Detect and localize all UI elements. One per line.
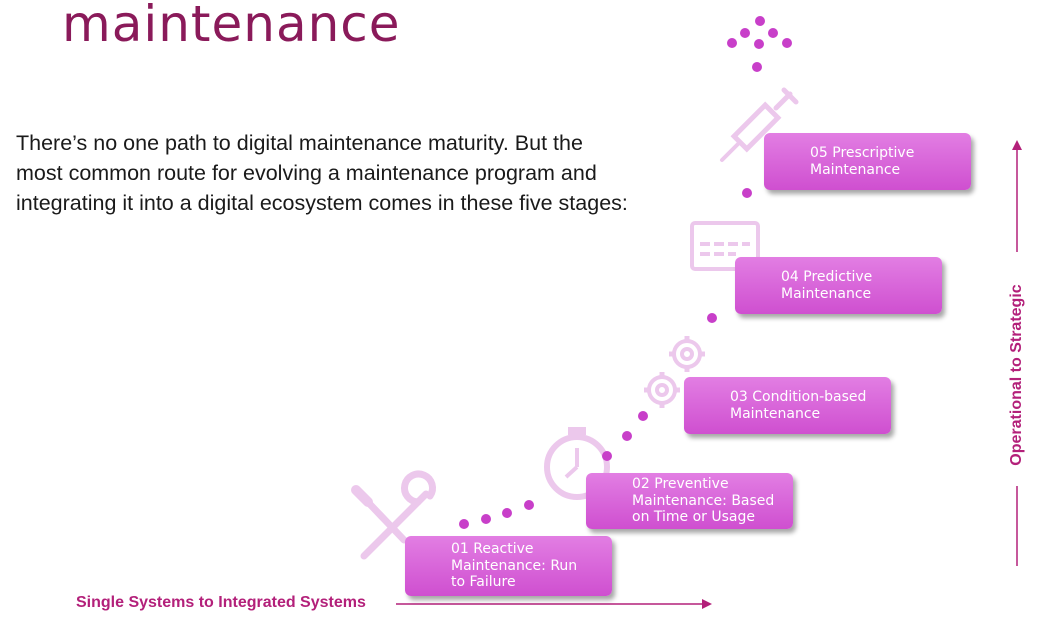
path-dot <box>755 16 765 26</box>
y-axis-label: Operational to Strategic <box>1008 284 1025 466</box>
page-title: maintenance <box>62 0 401 53</box>
stage-label: 04 Predictive Maintenance <box>781 269 873 302</box>
path-dot <box>742 188 752 198</box>
intro-line: integrating it into a digital ecosystem … <box>16 191 628 215</box>
path-dot <box>524 500 534 510</box>
path-dot <box>622 431 632 441</box>
gears-icon <box>644 336 705 408</box>
path-dot <box>481 514 491 524</box>
syringe-icon <box>720 87 799 162</box>
intro-line: most common route for evolving a mainten… <box>16 161 597 185</box>
y-axis-arrow <box>1012 140 1022 566</box>
stopwatch-icon <box>544 427 610 500</box>
path-dot <box>502 508 512 518</box>
wrench-screwdriver-icon <box>351 470 436 560</box>
x-axis-arrow <box>396 599 712 609</box>
path-dot <box>602 451 612 461</box>
stage-04-predictive: 04 Predictive Maintenance <box>735 257 942 314</box>
path-dot <box>740 28 750 38</box>
path-dot <box>768 28 778 38</box>
path-dot <box>754 39 764 49</box>
path-dot <box>707 313 717 323</box>
stage-05-prescriptive: 05 Prescriptive Maintenance <box>764 133 971 190</box>
path-dot <box>752 62 762 72</box>
path-dot <box>727 38 737 48</box>
stage-03-condition-based: 03 Condition-based Maintenance <box>684 377 891 434</box>
stage-01-reactive: 01 Reactive Maintenance: Run to Failure <box>405 536 612 596</box>
stage-02-preventive: 02 Preventive Maintenance: Based on Time… <box>586 473 793 529</box>
intro-paragraph: There’s no one path to digital maintenan… <box>16 128 696 218</box>
stage-label: 02 Preventive Maintenance: Based on Time… <box>632 476 775 526</box>
path-dot <box>782 38 792 48</box>
path-dot <box>638 411 648 421</box>
stage-label: 01 Reactive Maintenance: Run to Failure <box>451 541 578 591</box>
intro-line: There’s no one path to digital maintenan… <box>16 131 583 155</box>
path-dot <box>459 519 469 529</box>
x-axis-label: Single Systems to Integrated Systems <box>76 594 366 611</box>
stage-label: 03 Condition-based Maintenance <box>730 389 867 422</box>
stage-label: 05 Prescriptive Maintenance <box>810 145 915 178</box>
